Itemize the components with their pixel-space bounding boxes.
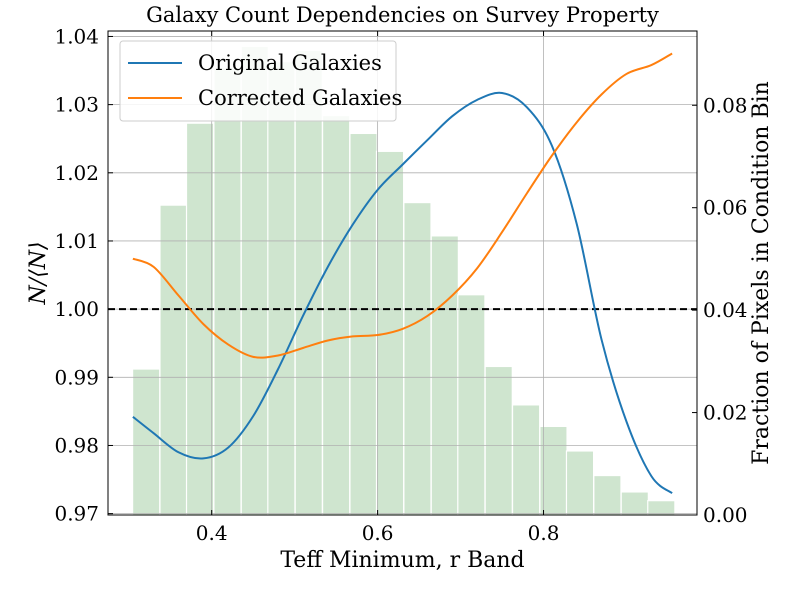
plot-frame	[107, 30, 698, 516]
histogram-bar	[565, 450, 595, 516]
histogram-bar	[593, 474, 622, 516]
histogram-bar	[511, 404, 541, 516]
histogram-bar	[430, 235, 459, 516]
histogram-bar	[321, 114, 351, 516]
y-right-tick-label: 0.08	[703, 93, 748, 117]
series-layer	[132, 52, 673, 495]
histogram-bar	[620, 491, 649, 516]
histogram-bar	[539, 425, 568, 516]
y-right-axis-label: Fraction of Pixels in Condition Bin	[749, 81, 774, 465]
y-tick-label: 0.99	[54, 365, 99, 389]
y-right-tick-label: 0.02	[703, 401, 748, 425]
chart-title: Galaxy Count Dependencies on Survey Prop…	[146, 3, 659, 27]
x-tick-label: 0.6	[362, 521, 394, 545]
y-tick-label: 1.00	[54, 297, 99, 321]
legend-label-original: Original Galaxies	[198, 51, 382, 75]
y-tick-label: 0.97	[54, 502, 99, 526]
x-tick-label: 0.8	[528, 521, 560, 545]
y-tick-label: 1.01	[54, 229, 99, 253]
histogram-bar	[403, 201, 432, 516]
y-tick-label: 0.98	[54, 433, 99, 457]
histogram-bar	[131, 368, 161, 516]
y-tick-label: 1.04	[54, 24, 99, 48]
histogram-bar	[647, 500, 676, 516]
y-right-tick-label: 0.06	[703, 196, 748, 220]
histogram-bar	[159, 204, 188, 516]
y-right-tick-label: 0.00	[703, 503, 748, 527]
y-tick-label: 1.02	[54, 161, 99, 185]
ticks-layer: 0.4 0.6 0.8 0.97 0.98 0.99 1.00 1.01 1.02 1.03 1.0…	[54, 24, 747, 545]
series-line-original	[132, 91, 673, 495]
y-axis-label: N/⟨N⟩	[26, 241, 51, 305]
histogram-layer	[131, 45, 676, 516]
y-right-tick-label: 0.04	[703, 298, 748, 322]
series-line-corrected	[132, 52, 673, 359]
x-tick-label: 0.4	[196, 521, 228, 545]
legend: Original Galaxies Corrected Galaxies	[119, 40, 402, 122]
histogram-bar	[457, 294, 486, 516]
histogram-bar	[484, 365, 513, 516]
histogram-bar	[267, 61, 296, 516]
legend-label-corrected: Corrected Galaxies	[198, 86, 402, 110]
legend-box	[119, 40, 397, 122]
x-axis-label: Teff Minimum, r Band	[280, 548, 524, 573]
y-tick-label: 1.03	[54, 93, 99, 117]
histogram-bar	[349, 132, 378, 516]
